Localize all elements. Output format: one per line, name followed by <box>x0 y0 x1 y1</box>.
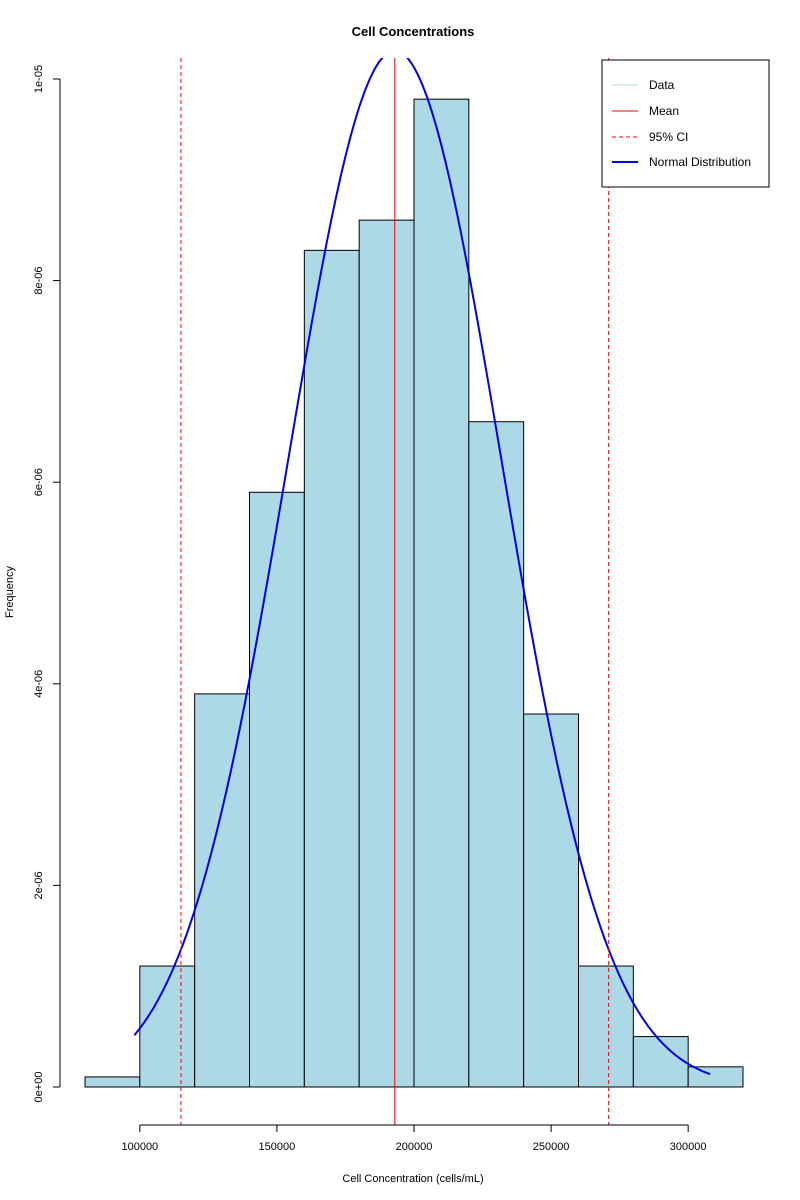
legend-label-normal: Normal Distribution <box>649 155 751 169</box>
x-tick-label: 150000 <box>259 1141 296 1153</box>
normal-curve-layer <box>133 58 711 1076</box>
y-tick-label: 6e-06 <box>33 468 45 496</box>
histogram-bar <box>303 249 360 1088</box>
legend-entry-data: Data <box>612 78 675 92</box>
histogram-bar <box>358 219 415 1088</box>
legend-label-mean: Mean <box>649 104 679 118</box>
legend-entry-normal: Normal Distribution <box>612 155 751 169</box>
histogram-bar <box>468 421 525 1088</box>
bar-group <box>84 98 744 1088</box>
x-axis-label: Cell Concentration (cells/mL) <box>342 1173 483 1185</box>
x-tick-label: 100000 <box>121 1141 158 1153</box>
x-tick-label: 250000 <box>533 1141 570 1153</box>
y-axis-label: Frequency <box>4 566 16 618</box>
y-tick-label: 0e+00 <box>33 1072 45 1103</box>
histogram-bar <box>194 693 251 1088</box>
legend-label-ci: 95% CI <box>649 130 688 144</box>
x-tick-label: 200000 <box>396 1141 433 1153</box>
legend-entry-mean: Mean <box>612 104 679 118</box>
y-tick-label: 1e-05 <box>33 65 45 93</box>
y-tick-label: 4e-06 <box>33 670 45 698</box>
chart-title: Cell Concentrations <box>352 24 475 39</box>
y-axis: 0e+00 2e-06 4e-06 6e-06 8e-06 1e-05 <box>33 65 61 1103</box>
histogram-bar <box>523 713 580 1088</box>
x-tick-label: 300000 <box>670 1141 707 1153</box>
histogram-bar <box>84 1076 141 1088</box>
x-axis: 100000 150000 200000 250000 300000 <box>121 1124 707 1153</box>
legend-label-data: Data <box>649 78 675 92</box>
y-tick-label: 2e-06 <box>33 871 45 899</box>
reference-lines-layer <box>180 58 610 1125</box>
legend-entry-ci: 95% CI <box>612 130 688 144</box>
normal-distribution-curve <box>133 58 711 1076</box>
histogram-bar <box>139 965 196 1088</box>
legend-box <box>601 59 770 188</box>
legend: Data Mean 95% CI Normal Distribution <box>601 59 770 188</box>
histogram-bar <box>632 1036 689 1088</box>
y-tick-label: 8e-06 <box>33 267 45 295</box>
histogram-bar <box>413 98 470 1088</box>
histogram-bar <box>249 491 305 1088</box>
histogram-bar <box>578 965 634 1088</box>
histogram-bar <box>687 1066 744 1088</box>
